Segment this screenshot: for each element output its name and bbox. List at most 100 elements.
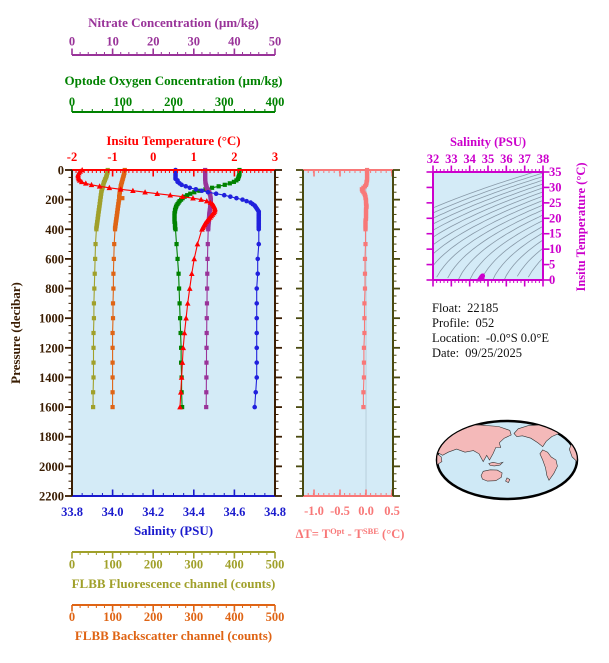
svg-text:32: 32: [427, 152, 440, 166]
svg-text:38: 38: [537, 152, 550, 166]
svg-text:34.8: 34.8: [264, 505, 286, 519]
svg-text:30: 30: [549, 180, 562, 194]
svg-text:35: 35: [482, 152, 495, 166]
float-info: Float: 22185 Profile: 052 Location: -0.0°S …: [432, 301, 604, 361]
backscatter-axis-title: FLBB Backscatter channel (counts): [74, 628, 273, 643]
series-salinity: [173, 167, 262, 410]
svg-text:0: 0: [69, 95, 75, 109]
svg-text:20: 20: [147, 35, 160, 49]
svg-text:34.0: 34.0: [102, 505, 124, 519]
series-delta-t: [359, 167, 370, 410]
svg-text:0: 0: [69, 610, 75, 624]
profile-label: Profile:: [432, 316, 470, 330]
svg-text:34.2: 34.2: [142, 505, 164, 519]
isopycnal-contours: [433, 172, 543, 280]
svg-text:100: 100: [103, 610, 122, 624]
svg-text:10: 10: [106, 35, 119, 49]
svg-text:1200: 1200: [39, 341, 64, 355]
svg-text:36: 36: [500, 152, 513, 166]
svg-text:30: 30: [188, 35, 201, 49]
backscatter-axis: 0 100 200 300 400 500: [69, 604, 285, 624]
float-info-row-float: Float: 22185: [432, 301, 604, 316]
delta-t-plot: -1.0 -0.5 0.0 0.5: [296, 167, 400, 518]
salinity-axis-title: Salinity (PSU): [133, 523, 214, 538]
svg-text:-0.5: -0.5: [330, 504, 350, 518]
date-label: Date:: [432, 346, 460, 360]
svg-text:200: 200: [164, 95, 183, 109]
svg-text:100: 100: [113, 95, 132, 109]
svg-text:1800: 1800: [39, 430, 64, 444]
svg-text:0: 0: [58, 164, 64, 178]
svg-text:37: 37: [518, 152, 531, 166]
ts-salinity-axis-title: Salinity (PSU): [449, 135, 527, 149]
world-map: [435, 419, 579, 501]
svg-text:25: 25: [549, 196, 562, 210]
svg-text:200: 200: [45, 193, 64, 207]
svg-text:300: 300: [184, 558, 203, 572]
svg-text:200: 200: [144, 610, 163, 624]
svg-text:500: 500: [266, 610, 285, 624]
svg-text:300: 300: [184, 610, 203, 624]
float-info-row-location: Location: -0.0°S 0.0°E: [432, 331, 604, 346]
svg-text:3: 3: [272, 150, 278, 164]
nitrate-axis: 0 10 20 30 40 50: [69, 35, 281, 56]
svg-text:35: 35: [549, 165, 562, 179]
float-info-row-date: Date: 09/25/2025: [432, 346, 604, 361]
svg-text:33.8: 33.8: [61, 505, 83, 519]
svg-text:400: 400: [225, 558, 244, 572]
oxygen-axis-title: Optode Oxygen Concentration (µm/kg): [64, 73, 283, 88]
delta-t-axis-title: ΔT= TOpt - TSBE (°C): [283, 524, 417, 541]
svg-text:-1.0: -1.0: [304, 504, 324, 518]
svg-text:0: 0: [69, 558, 75, 572]
float-value: 22185: [467, 301, 499, 315]
svg-text:10: 10: [549, 242, 562, 256]
svg-text:50: 50: [269, 35, 282, 49]
main-profile-plot: -2 -1 0 1 2 3 33.8 34.0 34.2 34.4 34.6 34.8 0 200 400 6…: [39, 150, 286, 519]
svg-text:200: 200: [144, 558, 163, 572]
svg-text:800: 800: [45, 282, 64, 296]
fluorescence-axis-title: FLBB Fluorescence channel (counts): [71, 576, 276, 591]
date-value: 09/25/2025: [465, 346, 523, 360]
pressure-axis-title: Pressure (decibar): [8, 282, 23, 384]
svg-text:15: 15: [549, 227, 562, 241]
ts-profile-points: [477, 273, 485, 282]
svg-text:40: 40: [228, 35, 241, 49]
location-value: -0.0°S 0.0°E: [485, 331, 550, 345]
svg-text:600: 600: [45, 252, 64, 266]
svg-text:400: 400: [266, 95, 285, 109]
profile-value: 052: [475, 316, 495, 330]
svg-text:1: 1: [191, 150, 197, 164]
delta-t-title-prefix: ΔT= T: [295, 527, 331, 541]
svg-text:100: 100: [103, 558, 122, 572]
svg-text:500: 500: [266, 558, 285, 572]
svg-text:300: 300: [215, 95, 234, 109]
oxygen-axis: 0 100 200 300 400: [69, 95, 285, 113]
svg-text:2: 2: [231, 150, 237, 164]
svg-text:2000: 2000: [39, 460, 64, 474]
svg-text:400: 400: [225, 610, 244, 624]
ts-temperature-axis-title: Insitu Temperature (°C): [574, 162, 588, 292]
delta-t-title-suffix: (°C): [378, 527, 405, 541]
fluorescence-axis: 0 100 200 300 400 500: [69, 551, 285, 572]
delta-t-title-sup-opt: Opt: [330, 526, 345, 536]
svg-text:0: 0: [150, 150, 156, 164]
svg-text:1000: 1000: [39, 312, 64, 326]
svg-text:1400: 1400: [39, 371, 64, 385]
svg-text:34.4: 34.4: [183, 505, 206, 519]
svg-text:0.0: 0.0: [358, 504, 374, 518]
svg-text:5: 5: [549, 258, 555, 272]
series-temperature: [75, 167, 218, 410]
svg-text:-2: -2: [67, 150, 77, 164]
svg-text:20: 20: [549, 211, 562, 225]
svg-text:2200: 2200: [39, 490, 64, 504]
svg-text:0: 0: [69, 35, 75, 49]
nitrate-axis-title: Nitrate Concentration (µm/kg): [88, 15, 259, 30]
location-label: Location:: [432, 331, 480, 345]
svg-text:0.5: 0.5: [384, 504, 400, 518]
svg-text:34: 34: [463, 152, 476, 166]
svg-text:34.6: 34.6: [223, 505, 245, 519]
svg-text:-1: -1: [107, 150, 117, 164]
